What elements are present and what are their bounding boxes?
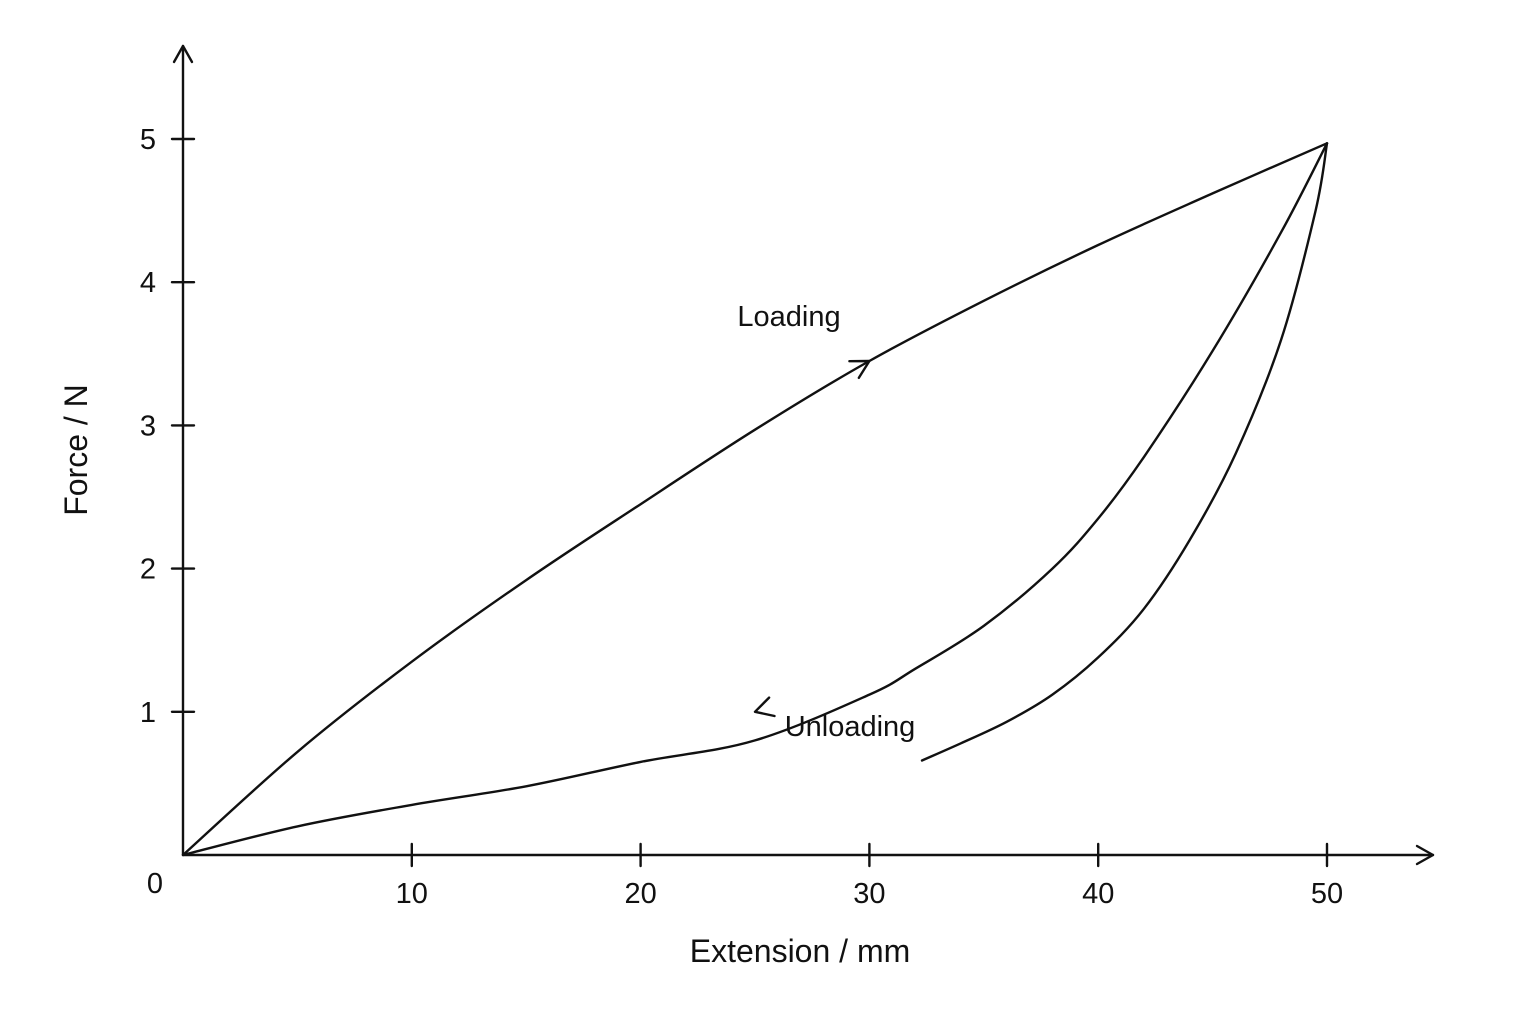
y-tick-label-4: 4	[140, 267, 156, 299]
series-group	[181, 142, 1329, 857]
y-tick-label-2: 2	[140, 554, 156, 586]
x-axis-arrowhead	[1415, 844, 1435, 866]
unloading-annotation: Unloading	[785, 711, 916, 743]
x-ticks: 10 20 30 40 50	[396, 842, 1343, 910]
x-tick-label-30: 30	[853, 878, 885, 910]
second-unloading-curve	[920, 142, 1329, 762]
y-axis-arrowhead	[172, 44, 194, 64]
loading-annotation: Loading	[737, 301, 840, 333]
x-tick-label-20: 20	[624, 878, 656, 910]
y-tick-label-1: 1	[140, 697, 156, 729]
y-tick-label-5: 5	[140, 124, 156, 156]
unloading-arrowhead	[753, 696, 776, 718]
y-tick-label-3: 3	[140, 410, 156, 442]
unloading-curve	[181, 142, 1329, 857]
y-axis-label: Force / N	[58, 384, 94, 516]
x-tick-label-40: 40	[1082, 878, 1114, 910]
loading-arrowhead	[848, 359, 871, 380]
loading-curve	[181, 142, 1329, 857]
x-tick-label-10: 10	[396, 878, 428, 910]
axes	[172, 44, 1435, 866]
y-ticks: 1 2 3 4 5	[140, 124, 196, 729]
x-tick-label-50: 50	[1311, 878, 1343, 910]
x-axis-label: Extension / mm	[690, 933, 911, 969]
origin-label: 0	[147, 868, 163, 900]
